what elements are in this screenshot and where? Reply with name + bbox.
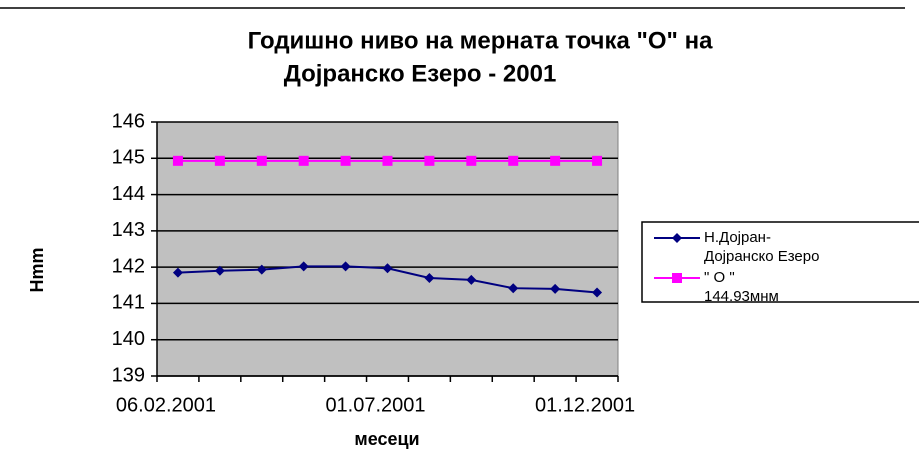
chart-title: Годишно ниво на мерната точка "О" на xyxy=(248,27,714,54)
point xyxy=(550,283,561,294)
point xyxy=(592,287,603,298)
point xyxy=(214,265,225,276)
point xyxy=(672,273,682,283)
legend-box xyxy=(641,221,919,303)
point xyxy=(382,155,393,166)
y-tick-label: 144 xyxy=(112,183,145,205)
point xyxy=(508,155,519,166)
y-tick-label: 146 xyxy=(112,110,145,132)
point xyxy=(382,263,393,274)
point xyxy=(550,155,561,166)
point xyxy=(672,233,682,243)
point xyxy=(508,283,519,294)
point xyxy=(298,261,309,272)
point xyxy=(592,155,603,166)
y-axis-title: Hmm xyxy=(27,247,47,292)
legend-label: Н.Дојран-Дојранско Езеро xyxy=(704,229,819,265)
point xyxy=(214,155,225,166)
point xyxy=(172,267,183,278)
x-axis-title: месеци xyxy=(354,429,419,449)
point xyxy=(466,274,477,285)
y-tick-label: 142 xyxy=(112,255,145,277)
y-tick-label: 141 xyxy=(112,292,145,314)
legend-label: " О " 144.93мнм xyxy=(704,269,779,305)
point xyxy=(466,155,477,166)
y-tick-label: 140 xyxy=(112,328,145,350)
chart-subtitle: Дојранско Езеро - 2001 xyxy=(284,60,557,87)
point xyxy=(424,273,435,284)
point xyxy=(340,155,351,166)
y-tick-label: 139 xyxy=(112,364,145,386)
x-tick-label: 01.12.2001 xyxy=(535,394,635,416)
point xyxy=(340,261,351,272)
point xyxy=(256,264,267,275)
x-tick-label: 06.02.2001 xyxy=(116,394,216,416)
y-tick-label: 145 xyxy=(112,147,145,169)
point xyxy=(424,155,435,166)
point xyxy=(172,155,183,166)
point xyxy=(298,155,309,166)
x-tick-label: 01.07.2001 xyxy=(325,394,425,416)
point xyxy=(256,155,267,166)
y-tick-label: 143 xyxy=(112,219,145,241)
